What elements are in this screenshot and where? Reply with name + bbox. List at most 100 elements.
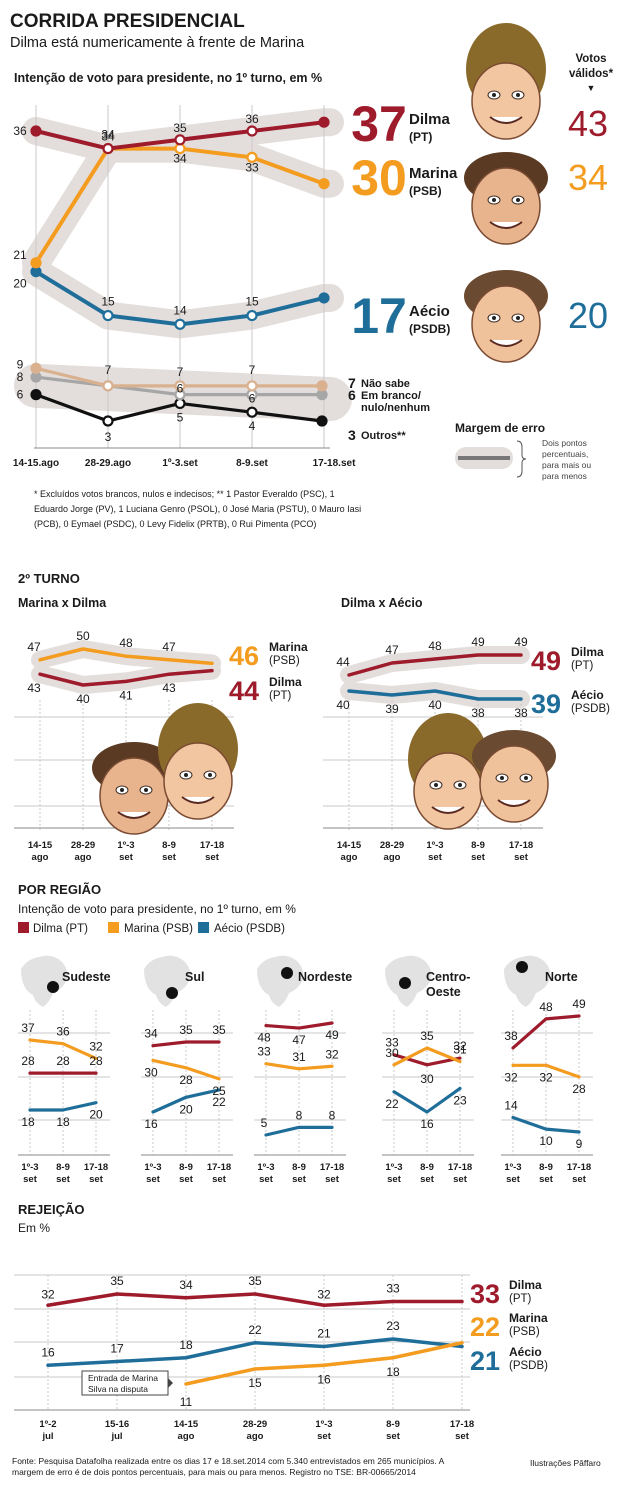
legend-label: Marina (PSB) bbox=[124, 923, 193, 935]
marina-caricature-small-face bbox=[99, 757, 169, 835]
marina-caricature-pupil bbox=[516, 198, 520, 202]
data-label: 7 bbox=[105, 363, 112, 377]
x-tick-label: set bbox=[23, 1174, 38, 1185]
x-tick-label: set bbox=[119, 852, 134, 863]
margin-legend-note: para mais ou bbox=[542, 460, 591, 470]
region-map bbox=[21, 955, 68, 1007]
series-dilma-point bbox=[30, 125, 42, 137]
valid-votes-value: 43 bbox=[568, 103, 608, 144]
series-marina-point bbox=[246, 151, 258, 163]
region-name: Oeste bbox=[426, 985, 461, 999]
dilma-caricature-mouth bbox=[489, 116, 523, 124]
data-label: 34 bbox=[101, 130, 115, 144]
x-tick-label: 17-18 bbox=[509, 840, 533, 851]
data-label: 22 bbox=[248, 1323, 262, 1337]
data-label: 22 bbox=[212, 1095, 226, 1109]
others-label: Em branco/ bbox=[361, 390, 421, 402]
data-label: 8 bbox=[296, 1108, 303, 1122]
margin-legend-note: para menos bbox=[542, 471, 587, 481]
highlighted-region bbox=[281, 967, 293, 979]
data-label: 32 bbox=[504, 1070, 518, 1084]
data-label: 16 bbox=[41, 1345, 55, 1359]
data-label: 35 bbox=[420, 1029, 434, 1043]
data-label: 30 bbox=[144, 1065, 158, 1079]
data-label: 47 bbox=[385, 643, 399, 657]
x-tick-label: jul bbox=[110, 1431, 122, 1442]
legend-label: Aécio (PSDB) bbox=[214, 923, 285, 935]
x-tick-label: set bbox=[471, 852, 486, 863]
candidate-name: Marina bbox=[509, 1311, 548, 1325]
series-dilma bbox=[151, 1040, 221, 1048]
dilma-caricature-small-face bbox=[413, 752, 483, 830]
data-label: 47 bbox=[27, 640, 41, 654]
brazil-map bbox=[504, 955, 551, 1007]
series-marina-point bbox=[318, 178, 330, 190]
region-name: Centro- bbox=[426, 970, 470, 984]
big-value: 49 bbox=[531, 646, 561, 676]
dilma-caricature-small-mouth bbox=[431, 806, 465, 814]
x-tick-label: 14-15 bbox=[28, 840, 53, 851]
series-outros-point bbox=[30, 389, 42, 401]
series-aecio bbox=[151, 1088, 221, 1114]
big-value: 33 bbox=[470, 1279, 500, 1309]
region-name: Norte bbox=[545, 970, 578, 984]
annotation-pointer bbox=[168, 1378, 173, 1388]
data-label: 30 bbox=[385, 1046, 399, 1060]
data-label: 8 bbox=[17, 370, 24, 384]
data-label: 15 bbox=[248, 1376, 262, 1390]
data-label: 3 bbox=[105, 430, 112, 444]
dilma-caricature-small-mouth bbox=[181, 796, 215, 804]
x-tick-label: 1º-3 bbox=[504, 1162, 521, 1173]
dilma-caricature-pupil bbox=[492, 93, 496, 97]
candidate-name: Dilma bbox=[269, 675, 302, 689]
data-label: 16 bbox=[144, 1117, 158, 1131]
series-aecio bbox=[511, 1115, 581, 1134]
series-dilma-point bbox=[318, 116, 330, 128]
data-label: 8 bbox=[329, 1108, 336, 1122]
x-tick-label: set bbox=[572, 1174, 587, 1185]
series-marina-point bbox=[30, 257, 42, 269]
series-aecio bbox=[264, 1125, 334, 1137]
x-tick-label: 28-29.ago bbox=[85, 458, 131, 469]
data-label: 20 bbox=[89, 1108, 103, 1122]
annotation-box bbox=[81, 1370, 169, 1396]
x-tick-label: set bbox=[539, 1174, 554, 1185]
x-tick-label: set bbox=[325, 1174, 340, 1185]
data-label: 43 bbox=[162, 681, 176, 695]
x-tick-label: ago bbox=[341, 852, 358, 863]
series-dilma bbox=[38, 668, 214, 687]
series-naosabe-point bbox=[246, 380, 258, 392]
data-label: 20 bbox=[13, 277, 27, 291]
data-label: 37 bbox=[21, 1021, 35, 1035]
section-subtitle: Intenção de voto para presidente, no 1º … bbox=[18, 902, 296, 916]
data-label: 40 bbox=[336, 698, 350, 712]
legend-swatch bbox=[108, 922, 119, 933]
x-tick-label: set bbox=[205, 852, 220, 863]
big-value: 37 bbox=[351, 96, 407, 152]
section-title: REJEIÇÃO bbox=[18, 1202, 84, 1217]
candidate-name: Aécio bbox=[409, 303, 450, 320]
arrow-down-icon: ▼ bbox=[587, 83, 596, 93]
data-label: 31 bbox=[292, 1050, 306, 1064]
dilma-caricature-face bbox=[471, 62, 541, 140]
data-label: 33 bbox=[386, 1282, 400, 1296]
series-marina bbox=[184, 1341, 464, 1386]
dilma-caricature-small-pupil bbox=[184, 773, 188, 777]
x-tick-label: 1º-3 bbox=[385, 1162, 402, 1173]
big-value: 22 bbox=[470, 1312, 500, 1342]
margin-legend-note: Dois pontos bbox=[542, 438, 587, 448]
series-aecio bbox=[392, 1086, 462, 1114]
data-label: 36 bbox=[56, 1025, 70, 1039]
marina-caricature bbox=[464, 152, 548, 245]
highlighted-region bbox=[516, 961, 528, 973]
data-label: 15 bbox=[101, 295, 115, 309]
data-label: 9 bbox=[17, 357, 24, 371]
x-tick-label: 1º-3 bbox=[426, 840, 443, 851]
candidate-name: Aécio bbox=[571, 688, 604, 702]
brazil-map bbox=[144, 955, 191, 1007]
section-subtitle: Em % bbox=[18, 1221, 50, 1235]
chart-title: Intenção de voto para presidente, no 1º … bbox=[14, 71, 322, 85]
data-label: 36 bbox=[13, 124, 27, 138]
big-value: 21 bbox=[470, 1346, 500, 1376]
